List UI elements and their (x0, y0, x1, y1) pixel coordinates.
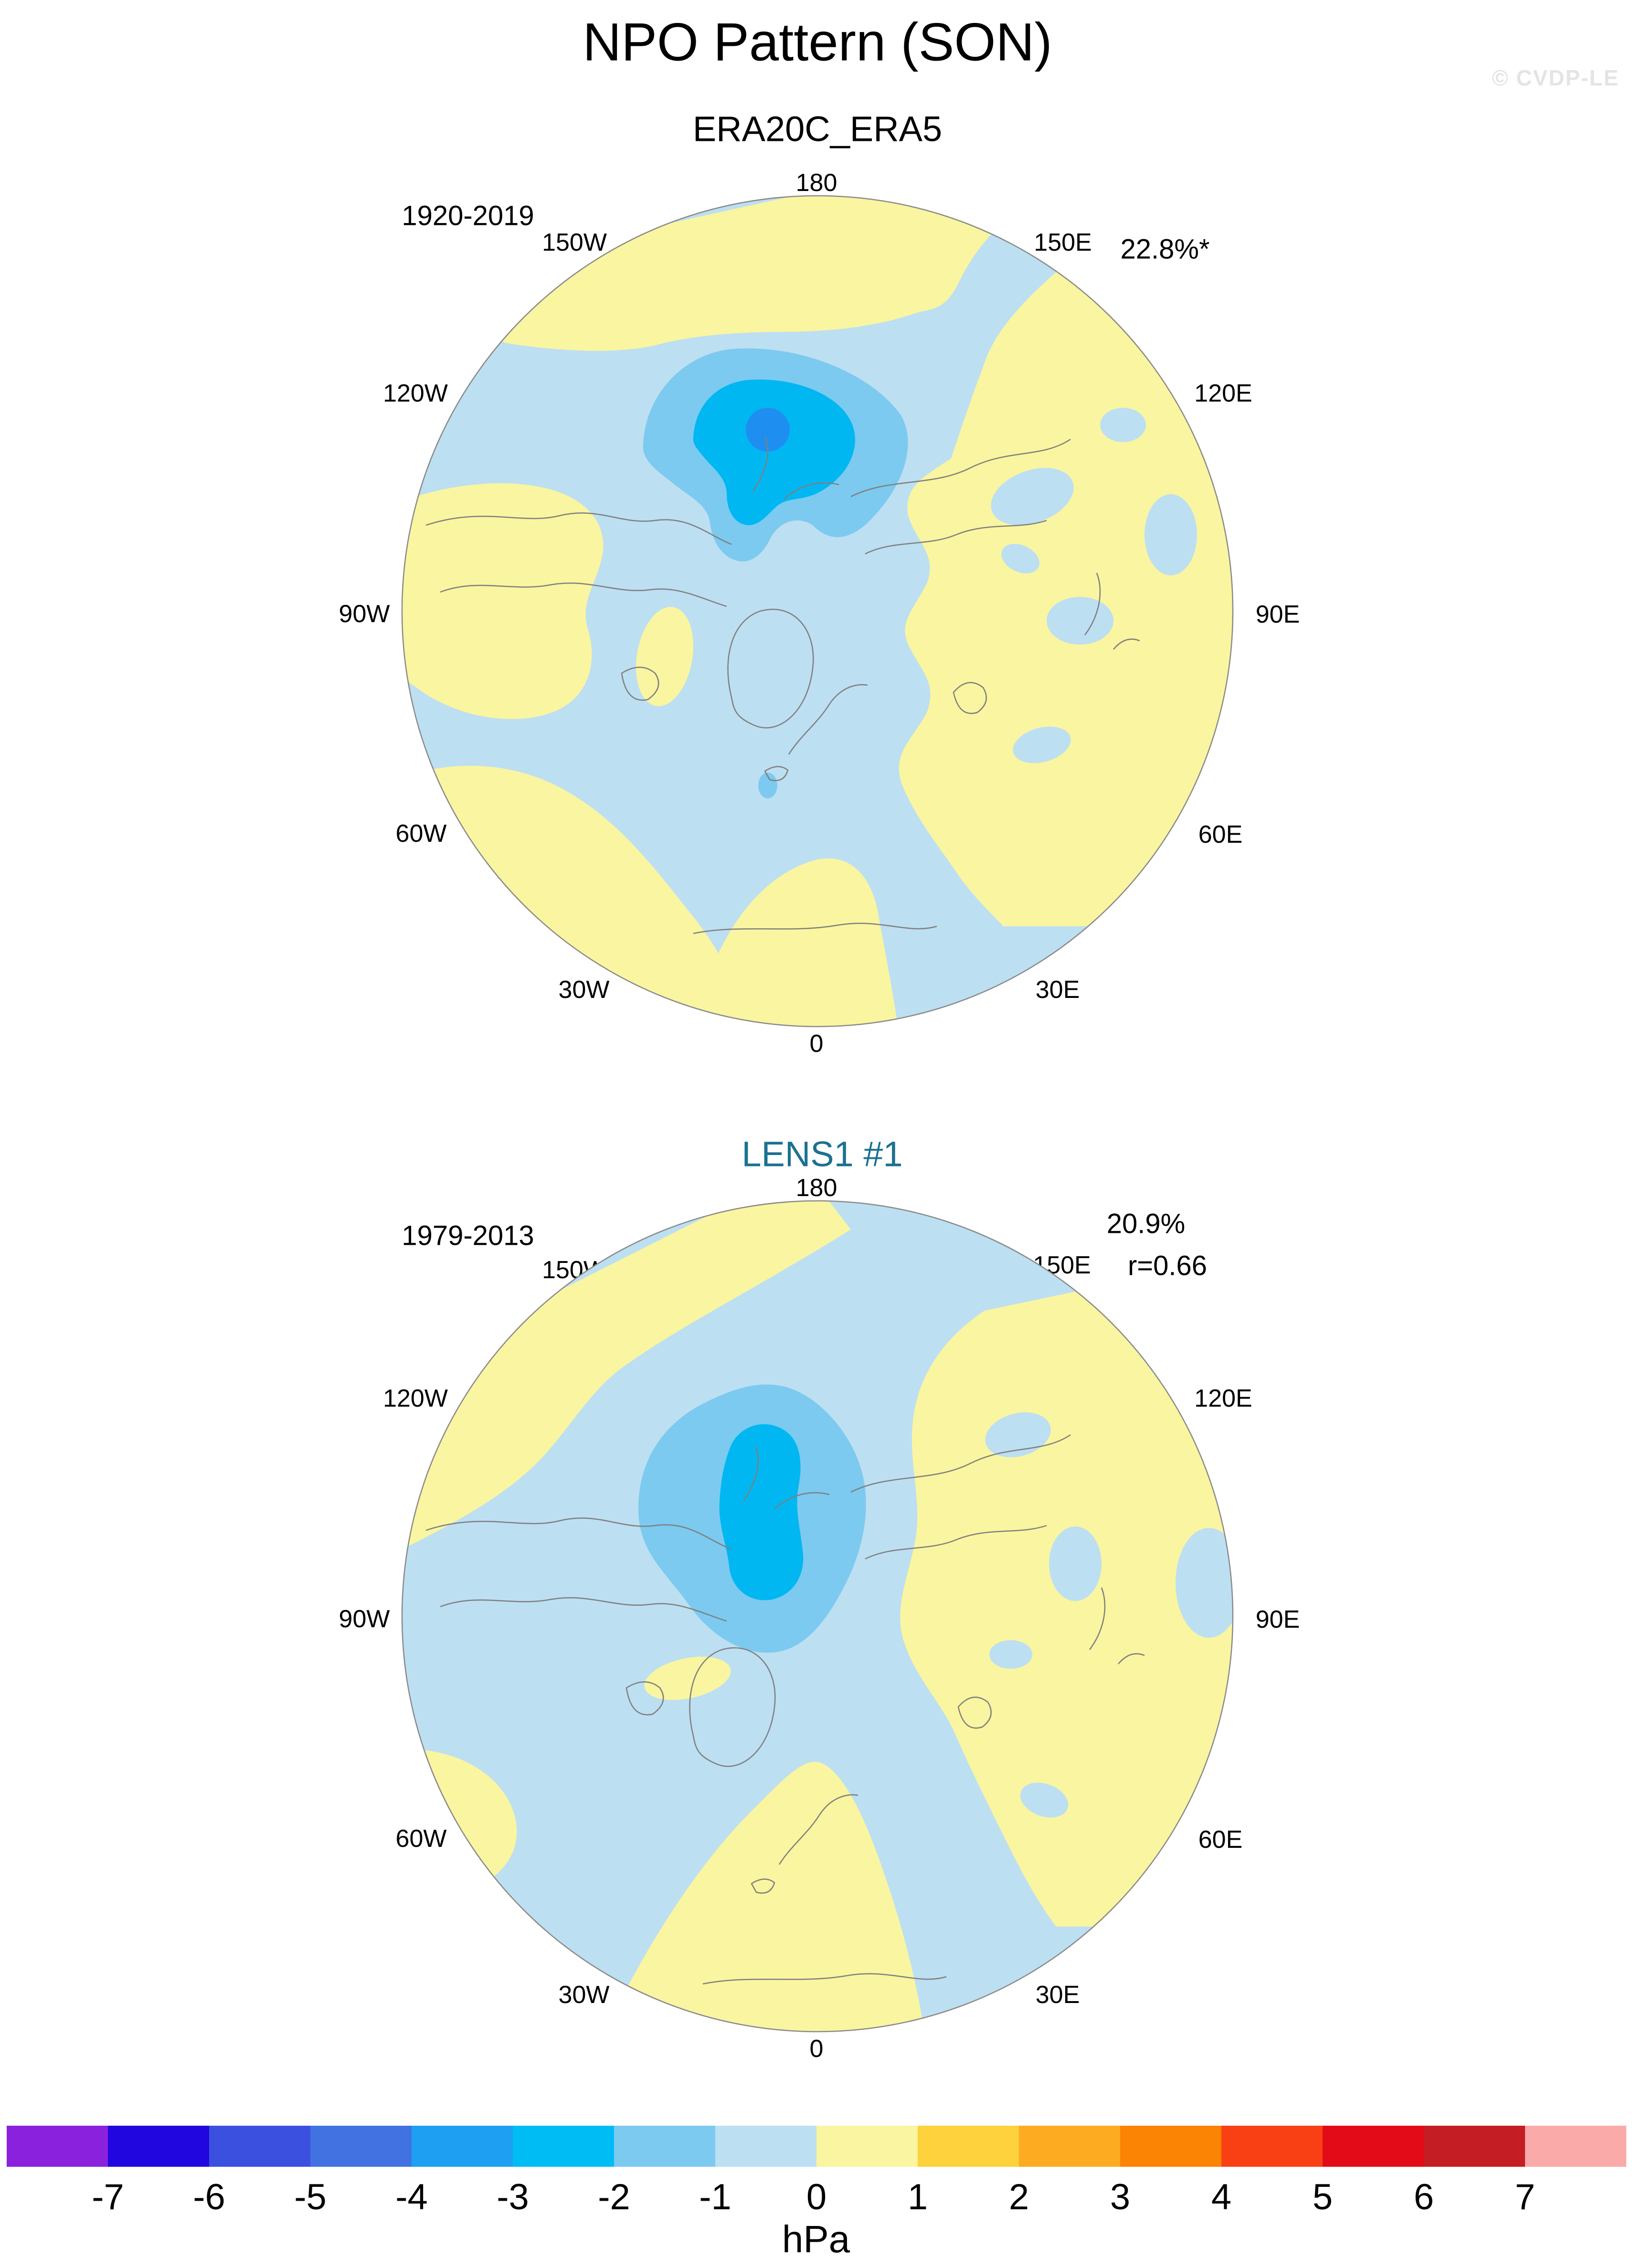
longitude-label: 30W (558, 976, 610, 1004)
map1-positive-north-america (402, 483, 604, 719)
colorbar-units: hPa (782, 2218, 850, 2260)
panel1-title: ERA20C_ERA5 (692, 109, 943, 149)
colorbar-cell (1424, 2126, 1525, 2167)
colorbar-cell (1221, 2126, 1323, 2167)
polar-map-lens1 (401, 1200, 1234, 2033)
coastlines (425, 436, 1140, 934)
map1-contour-neg3 (693, 379, 855, 525)
colorbar-cell (310, 2126, 412, 2167)
longitude-label: 90W (339, 600, 390, 628)
longitude-label: 150E (1034, 229, 1092, 256)
map2-negative-inlet (1176, 1528, 1233, 1638)
map2-outline (401, 1200, 1234, 2033)
colorbar-tick: -7 (92, 2177, 124, 2217)
map1-contour-neg4-core (746, 408, 790, 452)
colorbar-cell (1120, 2126, 1221, 2167)
panel1-period: 1920-2019 (402, 200, 534, 232)
colorbar-tick: 4 (1211, 2177, 1232, 2217)
longitude-label: 0 (809, 2035, 824, 2063)
map1-positive-hudson-patch (636, 607, 693, 706)
colorbar (0, 2126, 1632, 2167)
colorbar-cell (412, 2126, 513, 2167)
map2-positive-northeast-pacific (402, 1201, 851, 1559)
map1-positive-africa (693, 858, 899, 1027)
colorbar-cell (816, 2126, 918, 2167)
colorbar-cell (1019, 2126, 1120, 2167)
longitude-label: 30E (1035, 1981, 1080, 2009)
map2-positive-greenland-patch (644, 1656, 731, 1700)
panel2-title: LENS1 #1 (742, 1134, 903, 1174)
page-title: NPO Pattern (SON) (583, 12, 1052, 72)
map1-negative-inlet (1047, 597, 1113, 645)
map2-positive-europe (603, 1761, 925, 2032)
map2-negative-inlet (985, 1412, 1051, 1458)
longitude-label: 150W (542, 229, 607, 256)
colorbar-tick: 5 (1312, 2177, 1333, 2217)
longitude-label: 120W (383, 1385, 448, 1412)
longitude-label: 120E (1194, 1385, 1252, 1412)
colorbar-tick: -3 (497, 2177, 529, 2217)
colorbar-ticks: -7 -6 -5 -4 -3 -2 -1 0 1 2 3 4 5 6 7 (0, 2176, 1632, 2219)
colorbar-cell (7, 2126, 108, 2167)
colorbar-cell (715, 2126, 816, 2167)
colorbar-tick: -2 (598, 2177, 630, 2217)
panel1-variance: 22.8%* (1120, 233, 1210, 265)
map1-outline (401, 195, 1234, 1028)
map2-negative-inlet (1020, 1782, 1069, 1818)
colorbar-cell (513, 2126, 614, 2167)
longitude-label: 60E (1198, 821, 1243, 848)
map1-small-neg2-spot (758, 773, 777, 798)
map1-negative-inlet (1145, 494, 1197, 575)
colorbar-tick: 1 (907, 2177, 928, 2217)
longitude-label: 60W (395, 820, 447, 848)
longitude-label: 90E (1255, 1606, 1300, 1633)
colorbar-cell (1323, 2126, 1424, 2167)
colorbar-cell (918, 2126, 1019, 2167)
coastlines (425, 1434, 1145, 1985)
longitude-label: 90E (1255, 601, 1300, 628)
watermark: © CVDP-LE (1492, 65, 1620, 90)
colorbar-tick: -6 (193, 2177, 225, 2217)
panel2-variance: 20.9% (1106, 1208, 1186, 1240)
polar-map-era20c-era5 (401, 195, 1234, 1028)
map1-positive-top-band (426, 196, 994, 351)
map1-negative-inlet (1013, 726, 1071, 763)
map1-negative-inlet (1100, 408, 1146, 442)
map2-negative-inlet (1049, 1526, 1102, 1601)
colorbar-cell (1525, 2126, 1626, 2167)
colorbar-tick: 6 (1413, 2177, 1434, 2217)
longitude-label: 60E (1198, 1826, 1243, 1854)
map1-negative-inlet (991, 467, 1074, 526)
longitude-label: 90W (339, 1605, 390, 1633)
map2-contour-neg3 (719, 1424, 804, 1600)
colorbar-tick: -1 (699, 2177, 731, 2217)
colorbar-tick: 2 (1008, 2177, 1029, 2217)
longitude-label: 120W (383, 380, 448, 407)
colorbar-tick: -4 (395, 2177, 428, 2217)
panel2-period: 1979-2013 (402, 1220, 534, 1251)
longitude-label: 180 (795, 1174, 837, 1202)
panel2-correlation: r=0.66 (1127, 1250, 1208, 1282)
colorbar-tick: -5 (294, 2177, 327, 2217)
longitude-label: 30E (1035, 976, 1080, 1004)
colorbar-tick: 7 (1515, 2177, 1536, 2217)
map2-negative-inlet (989, 1640, 1032, 1669)
colorbar-tick: 0 (806, 2177, 827, 2217)
longitude-label: 60W (395, 1825, 447, 1853)
longitude-label: 180 (795, 169, 837, 197)
longitude-label: 0 (809, 1030, 824, 1058)
colorbar-cell (614, 2126, 715, 2167)
colorbar-tick: 3 (1110, 2177, 1131, 2217)
longitude-label: 30W (558, 1981, 610, 2009)
map1-negative-inlet (1001, 544, 1039, 573)
colorbar-cell (108, 2126, 209, 2167)
colorbar-cell (209, 2126, 310, 2167)
longitude-label: 120E (1194, 380, 1252, 407)
map1-positive-eurasia (899, 239, 1233, 926)
